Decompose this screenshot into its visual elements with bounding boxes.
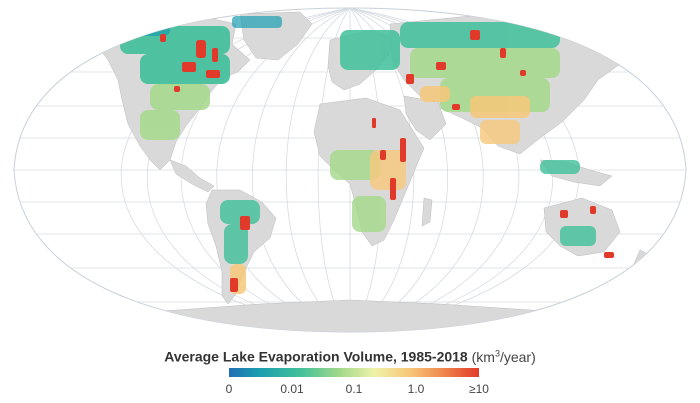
legend-title: Average Lake Evaporation Volume, 1985-20… [164,348,536,365]
tick-label: 0 [225,382,233,396]
central-america [169,159,215,193]
tick-label: ≥10 [469,382,489,396]
color-bar-gradient [229,368,479,377]
world-map [13,7,687,333]
madagascar [421,197,433,227]
tick-label: 0.01 [280,382,304,396]
legend-unit: (km3/year) [471,348,536,365]
tick-label: 1.0 [407,382,425,396]
color-bar [229,368,479,377]
tick-label: 0.1 [345,382,363,396]
